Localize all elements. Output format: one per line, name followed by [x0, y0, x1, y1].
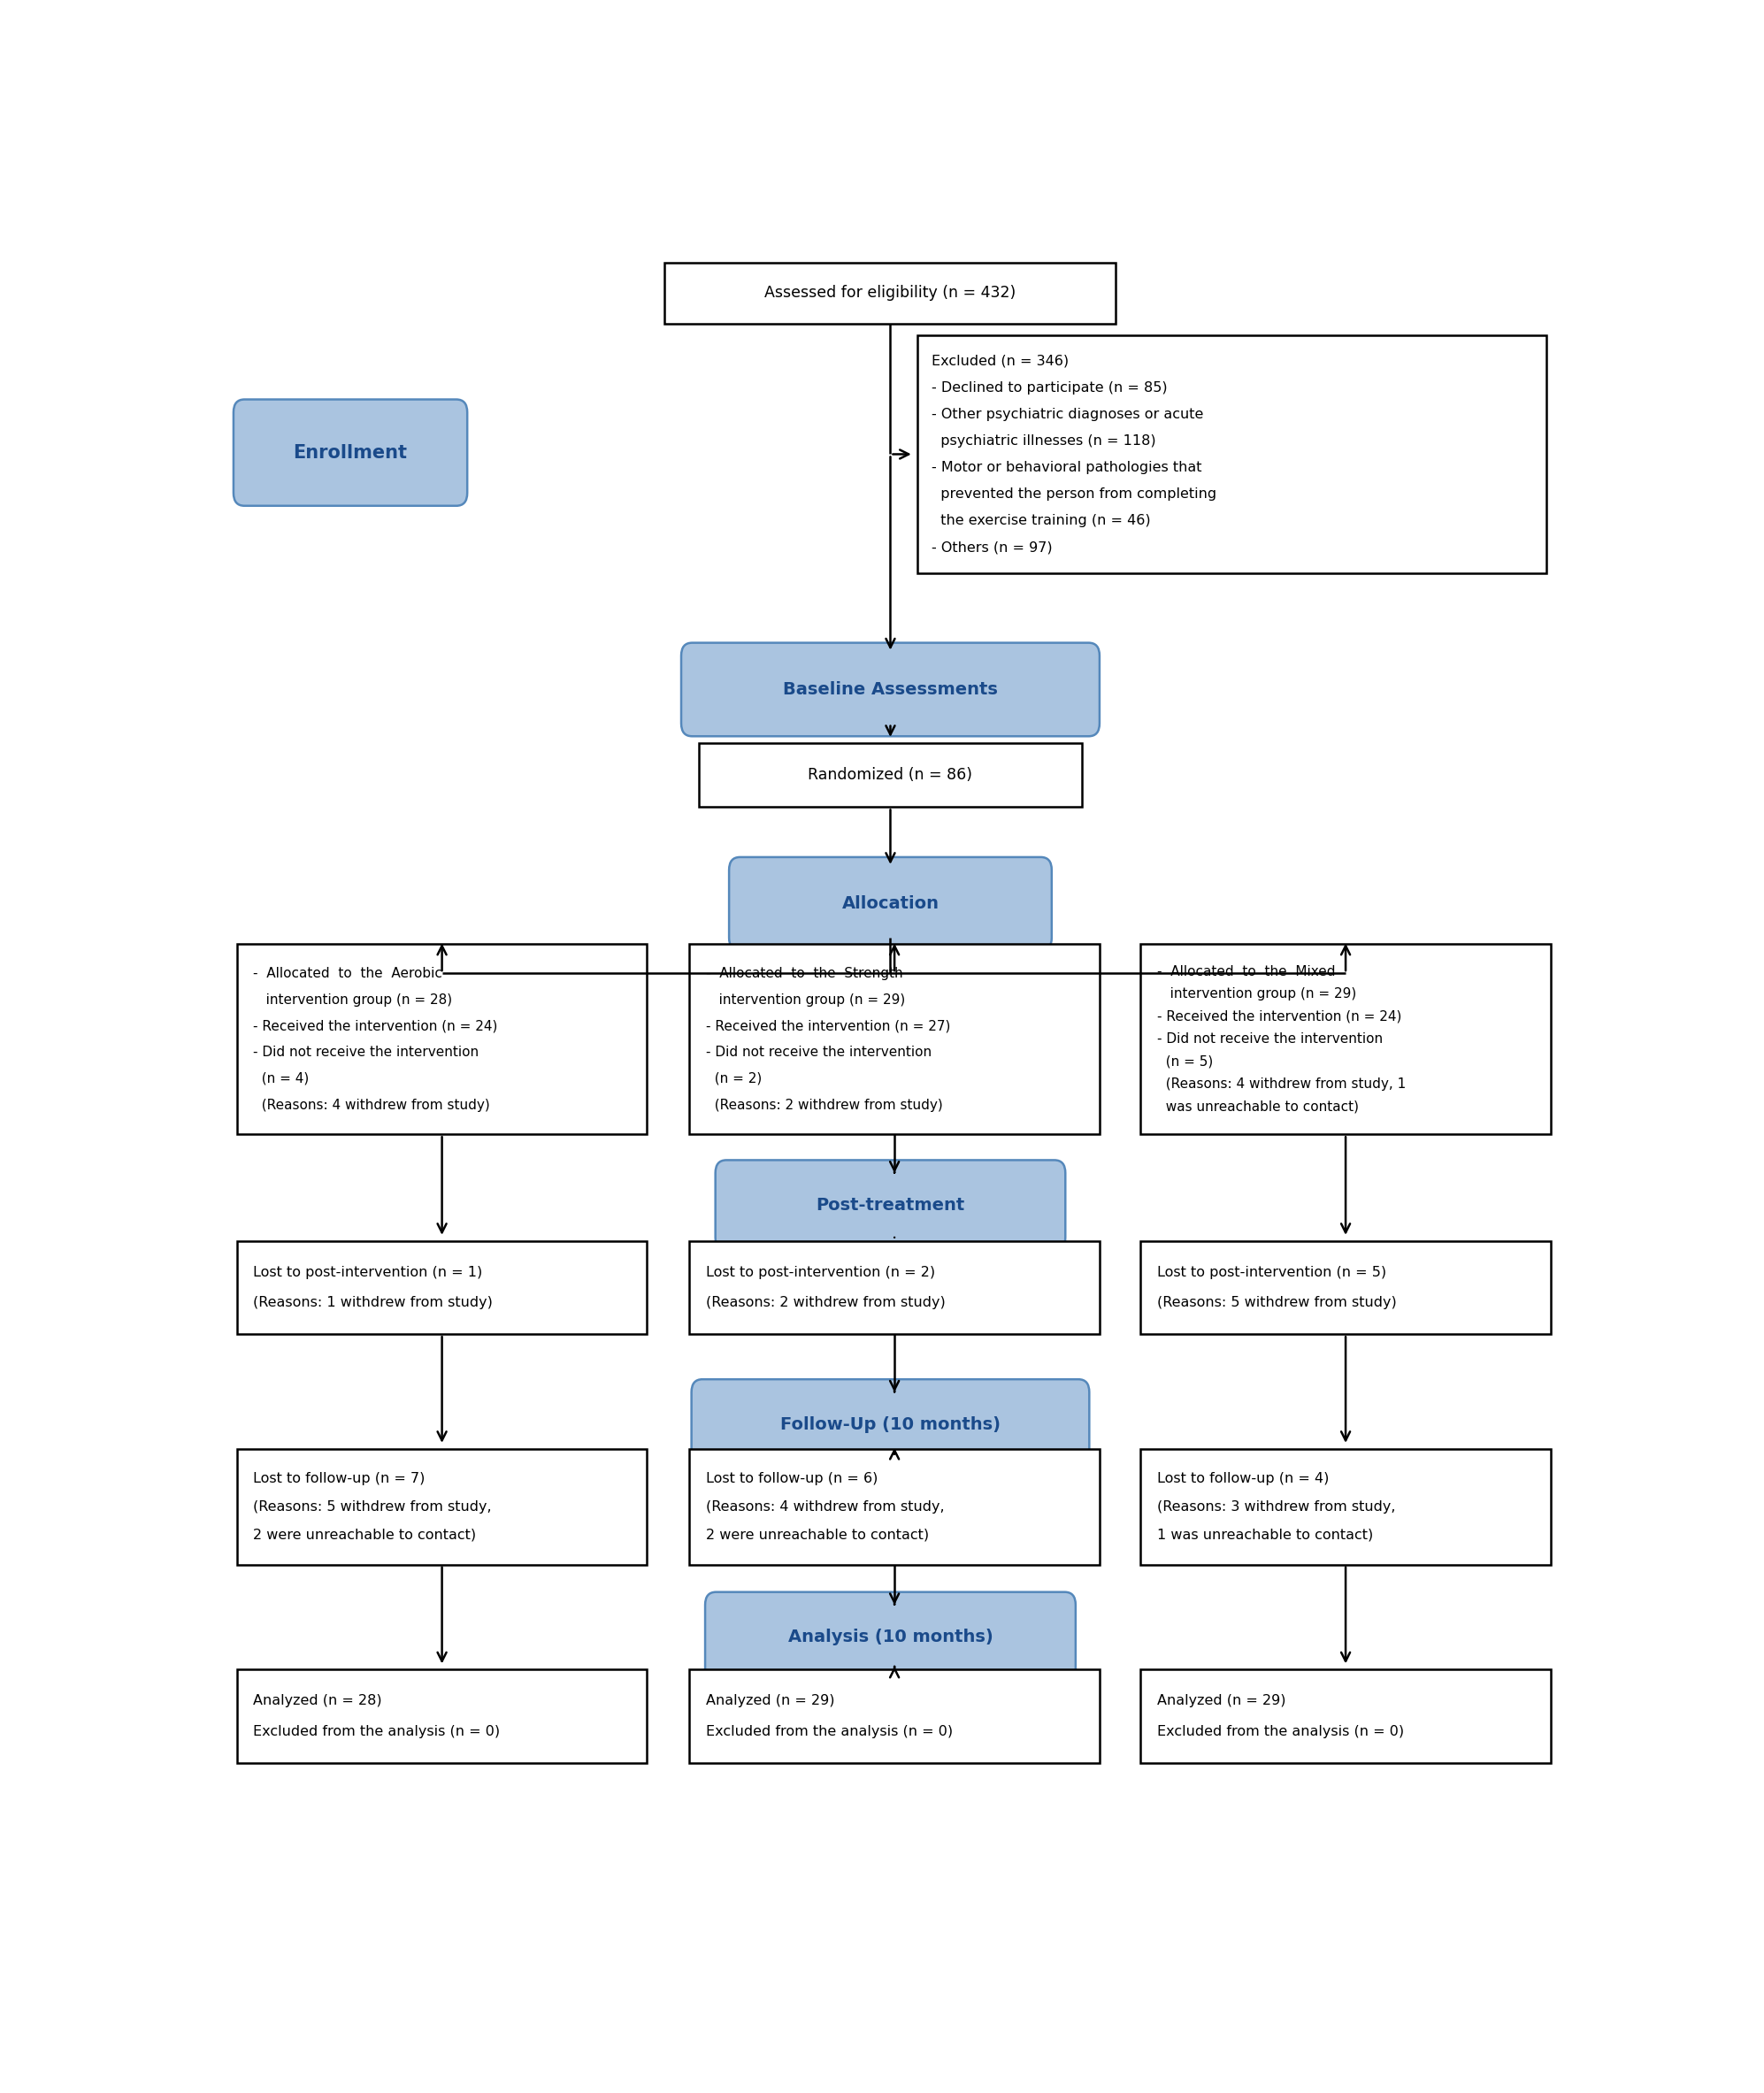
Text: Assessed for eligibility (n = 432): Assessed for eligibility (n = 432) — [764, 285, 1016, 301]
Text: - Received the intervention (n = 24): - Received the intervention (n = 24) — [1157, 1011, 1401, 1023]
Text: -  Allocated  to  the  Aerobic: - Allocated to the Aerobic — [254, 967, 443, 980]
FancyBboxPatch shape — [681, 643, 1099, 737]
FancyBboxPatch shape — [706, 1593, 1076, 1683]
Text: Follow-Up (10 months): Follow-Up (10 months) — [780, 1417, 1000, 1434]
Text: (Reasons: 2 withdrew from study): (Reasons: 2 withdrew from study) — [706, 1099, 942, 1111]
Text: Lost to follow-up (n = 6): Lost to follow-up (n = 6) — [706, 1471, 878, 1486]
Bar — [699, 743, 1081, 808]
Text: - Declined to participate (n = 85): - Declined to participate (n = 85) — [931, 381, 1168, 393]
Text: Lost to follow-up (n = 7): Lost to follow-up (n = 7) — [254, 1471, 425, 1486]
Text: Excluded from the analysis (n = 0): Excluded from the analysis (n = 0) — [706, 1725, 953, 1737]
Text: (n = 2): (n = 2) — [706, 1072, 762, 1086]
Text: Analyzed (n = 29): Analyzed (n = 29) — [1157, 1693, 1286, 1708]
Bar — [690, 944, 1099, 1134]
Text: Excluded (n = 346): Excluded (n = 346) — [931, 354, 1069, 368]
Text: Post-treatment: Post-treatment — [817, 1197, 965, 1214]
Text: (Reasons: 1 withdrew from study): (Reasons: 1 withdrew from study) — [254, 1296, 492, 1310]
Text: Lost to follow-up (n = 4): Lost to follow-up (n = 4) — [1157, 1471, 1328, 1486]
Bar — [690, 1670, 1099, 1762]
Text: Enrollment: Enrollment — [293, 444, 407, 460]
Text: Lost to post-intervention (n = 5): Lost to post-intervention (n = 5) — [1157, 1266, 1387, 1279]
Text: Randomized (n = 86): Randomized (n = 86) — [808, 766, 972, 783]
Bar — [236, 1448, 647, 1566]
Text: -  Allocated  to  the  Strength: - Allocated to the Strength — [706, 967, 903, 980]
FancyBboxPatch shape — [691, 1379, 1090, 1469]
Text: - Did not receive the intervention: - Did not receive the intervention — [1157, 1032, 1383, 1046]
Text: - Others (n = 97): - Others (n = 97) — [931, 540, 1053, 555]
Bar — [665, 262, 1117, 324]
Text: 2 were unreachable to contact): 2 were unreachable to contact) — [706, 1528, 930, 1540]
Bar — [236, 944, 647, 1134]
Bar — [917, 335, 1547, 573]
Text: (Reasons: 3 withdrew from study,: (Reasons: 3 withdrew from study, — [1157, 1501, 1395, 1513]
Bar — [690, 1448, 1099, 1566]
FancyBboxPatch shape — [729, 858, 1051, 950]
Text: - Received the intervention (n = 27): - Received the intervention (n = 27) — [706, 1019, 951, 1032]
FancyBboxPatch shape — [233, 400, 467, 507]
Text: 1 was unreachable to contact): 1 was unreachable to contact) — [1157, 1528, 1372, 1540]
Text: was unreachable to contact): was unreachable to contact) — [1157, 1101, 1358, 1113]
Text: Allocation: Allocation — [841, 896, 938, 913]
Text: prevented the person from completing: prevented the person from completing — [931, 488, 1217, 500]
Text: intervention group (n = 29): intervention group (n = 29) — [706, 992, 905, 1007]
Text: psychiatric illnesses (n = 118): psychiatric illnesses (n = 118) — [931, 433, 1155, 448]
Bar — [1141, 1670, 1551, 1762]
Text: - Received the intervention (n = 24): - Received the intervention (n = 24) — [254, 1019, 497, 1032]
Bar — [1141, 1241, 1551, 1333]
Text: - Motor or behavioral pathologies that: - Motor or behavioral pathologies that — [931, 460, 1201, 475]
Text: the exercise training (n = 46): the exercise training (n = 46) — [931, 515, 1150, 527]
Text: intervention group (n = 28): intervention group (n = 28) — [254, 992, 453, 1007]
Text: 2 were unreachable to contact): 2 were unreachable to contact) — [254, 1528, 476, 1540]
Text: Excluded from the analysis (n = 0): Excluded from the analysis (n = 0) — [254, 1725, 501, 1737]
Text: - Did not receive the intervention: - Did not receive the intervention — [706, 1046, 931, 1059]
Text: intervention group (n = 29): intervention group (n = 29) — [1157, 988, 1357, 1000]
Text: Lost to post-intervention (n = 2): Lost to post-intervention (n = 2) — [706, 1266, 935, 1279]
Text: Lost to post-intervention (n = 1): Lost to post-intervention (n = 1) — [254, 1266, 483, 1279]
Text: (n = 4): (n = 4) — [254, 1072, 309, 1086]
Text: (Reasons: 4 withdrew from study, 1: (Reasons: 4 withdrew from study, 1 — [1157, 1078, 1406, 1090]
Bar — [690, 1241, 1099, 1333]
Text: (Reasons: 4 withdrew from study,: (Reasons: 4 withdrew from study, — [706, 1501, 944, 1513]
Text: Analyzed (n = 29): Analyzed (n = 29) — [706, 1693, 834, 1708]
Text: (Reasons: 2 withdrew from study): (Reasons: 2 withdrew from study) — [706, 1296, 946, 1310]
Bar — [1141, 1448, 1551, 1566]
Text: Analyzed (n = 28): Analyzed (n = 28) — [254, 1693, 383, 1708]
Bar — [236, 1241, 647, 1333]
Text: (Reasons: 5 withdrew from study,: (Reasons: 5 withdrew from study, — [254, 1501, 492, 1513]
Text: Analysis (10 months): Analysis (10 months) — [789, 1628, 993, 1645]
Text: Baseline Assessments: Baseline Assessments — [783, 680, 998, 697]
Text: (n = 5): (n = 5) — [1157, 1055, 1214, 1067]
Text: (Reasons: 5 withdrew from study): (Reasons: 5 withdrew from study) — [1157, 1296, 1397, 1310]
Text: (Reasons: 4 withdrew from study): (Reasons: 4 withdrew from study) — [254, 1099, 490, 1111]
Text: Excluded from the analysis (n = 0): Excluded from the analysis (n = 0) — [1157, 1725, 1404, 1737]
Text: - Did not receive the intervention: - Did not receive the intervention — [254, 1046, 480, 1059]
Bar — [236, 1670, 647, 1762]
Text: - Other psychiatric diagnoses or acute: - Other psychiatric diagnoses or acute — [931, 408, 1203, 421]
Bar — [1141, 944, 1551, 1134]
FancyBboxPatch shape — [716, 1160, 1065, 1250]
Text: -  Allocated  to  the  Mixed: - Allocated to the Mixed — [1157, 965, 1335, 977]
